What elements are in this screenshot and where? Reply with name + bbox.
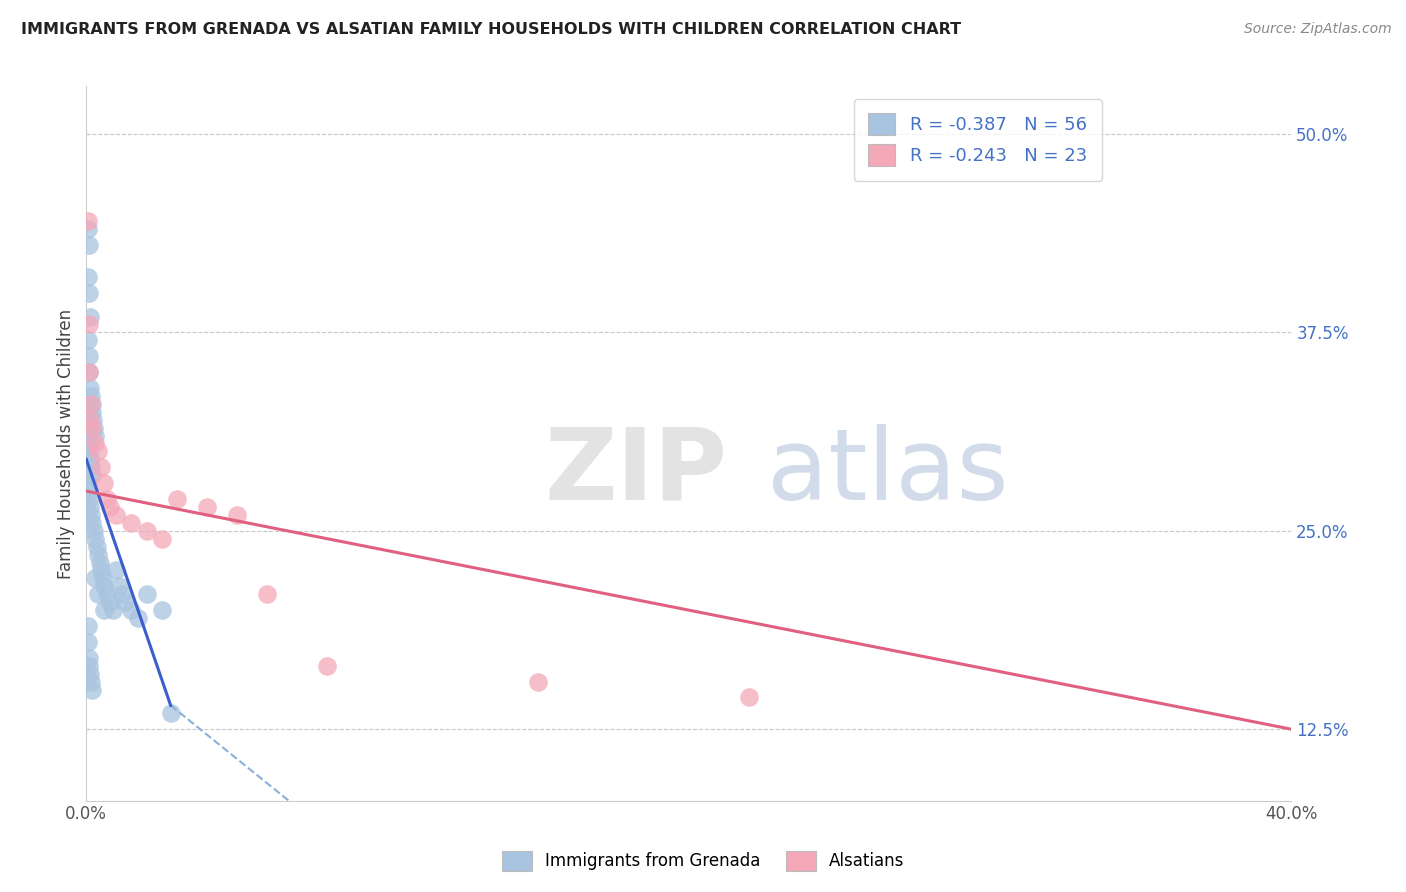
Point (108, 579, 131, 593)
Point (80, 397, 103, 411)
Point (96, 491, 118, 506)
Point (79, 365, 101, 379)
Point (166, 491, 188, 506)
Point (121, 603, 143, 617)
Point (76, 222, 98, 236)
Point (77, 650, 100, 665)
Point (83, 524, 105, 538)
Point (195, 500, 218, 514)
Point (256, 587, 278, 601)
Text: atlas: atlas (768, 424, 1008, 521)
Point (79, 365, 101, 379)
Point (114, 595, 136, 609)
Legend: R = -0.387   N = 56, R = -0.243   N = 23: R = -0.387 N = 56, R = -0.243 N = 23 (853, 99, 1101, 181)
Point (527, 674, 550, 689)
Point (76, 635, 98, 649)
Point (79, 658, 101, 673)
Point (135, 587, 157, 601)
Point (82, 412, 104, 426)
Point (80, 674, 103, 689)
Point (80, 468, 103, 483)
Point (90, 564, 112, 578)
Point (76, 476, 98, 491)
Point (159, 706, 181, 721)
Point (80, 508, 103, 522)
Point (79, 285, 101, 300)
Point (76, 619, 98, 633)
Point (91, 571, 114, 585)
Point (79, 412, 101, 426)
Point (79, 491, 101, 506)
Point (150, 532, 173, 546)
Point (76, 334, 98, 348)
Point (84, 571, 107, 585)
Point (80, 397, 103, 411)
Point (87, 548, 110, 562)
Point (79, 310, 101, 324)
Point (77, 349, 100, 363)
Point (226, 508, 249, 522)
Point (77, 238, 100, 252)
Point (87, 587, 110, 601)
Point (105, 508, 128, 522)
Point (121, 516, 143, 530)
Point (79, 666, 101, 681)
Point (103, 603, 125, 617)
Text: Source: ZipAtlas.com: Source: ZipAtlas.com (1244, 22, 1392, 37)
Point (738, 690, 761, 705)
Y-axis label: Family Households with Children: Family Households with Children (58, 309, 75, 579)
Point (96, 587, 118, 601)
Point (82, 516, 104, 530)
Point (135, 524, 157, 538)
Point (76, 269, 98, 284)
Point (84, 532, 107, 546)
Point (93, 579, 115, 593)
Point (79, 452, 101, 467)
Point (89, 556, 111, 570)
Point (105, 564, 128, 578)
Point (150, 603, 173, 617)
Point (80, 389, 103, 403)
Point (127, 611, 149, 625)
Point (77, 484, 100, 499)
Point (79, 500, 101, 514)
Point (80, 460, 103, 475)
Point (93, 603, 115, 617)
Legend: Immigrants from Grenada, Alsatians: Immigrants from Grenada, Alsatians (494, 842, 912, 880)
Point (83, 420, 105, 434)
Point (84, 436, 107, 450)
Point (79, 444, 101, 458)
Point (93, 476, 115, 491)
Point (111, 587, 134, 601)
Point (316, 658, 339, 673)
Text: ZIP: ZIP (544, 424, 727, 521)
Point (82, 405, 104, 419)
Point (83, 428, 105, 442)
Point (90, 460, 112, 475)
Point (100, 595, 122, 609)
Point (76, 214, 98, 228)
Point (86, 540, 108, 554)
Point (82, 420, 104, 434)
Point (82, 682, 104, 697)
Point (100, 500, 122, 514)
Point (77, 318, 100, 332)
Point (87, 444, 110, 458)
Text: IMMIGRANTS FROM GRENADA VS ALSATIAN FAMILY HOUSEHOLDS WITH CHILDREN CORRELATION : IMMIGRANTS FROM GRENADA VS ALSATIAN FAMI… (21, 22, 962, 37)
Point (79, 381, 101, 395)
Point (77, 436, 100, 450)
